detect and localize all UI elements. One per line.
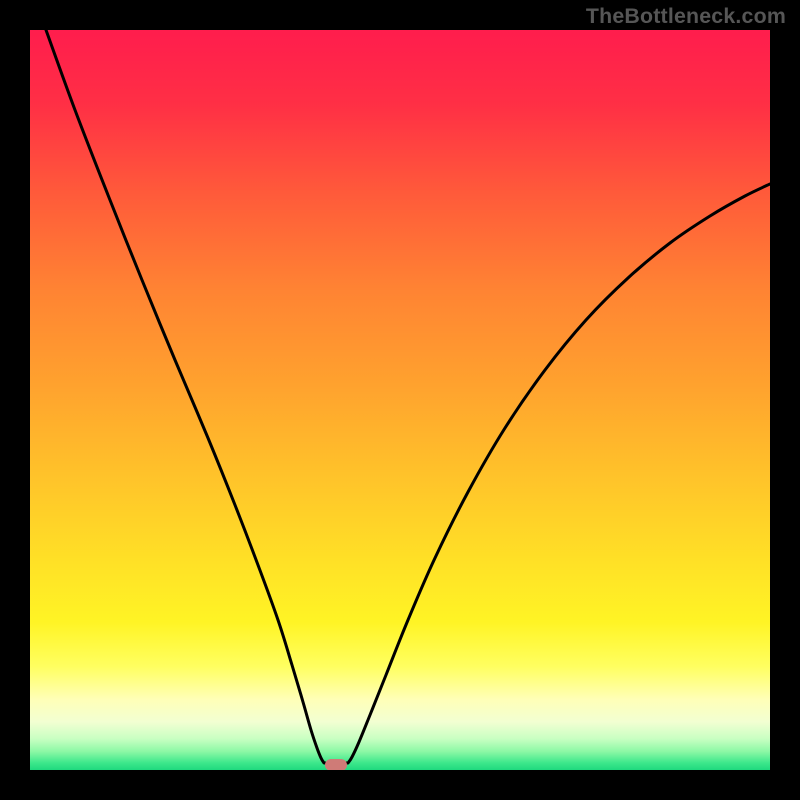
valley-marker [325, 759, 347, 770]
plot-area [30, 30, 770, 770]
plot-svg [30, 30, 770, 770]
chart-frame: TheBottleneck.com [0, 0, 800, 800]
watermark-text: TheBottleneck.com [586, 4, 786, 29]
gradient-background [30, 30, 770, 770]
